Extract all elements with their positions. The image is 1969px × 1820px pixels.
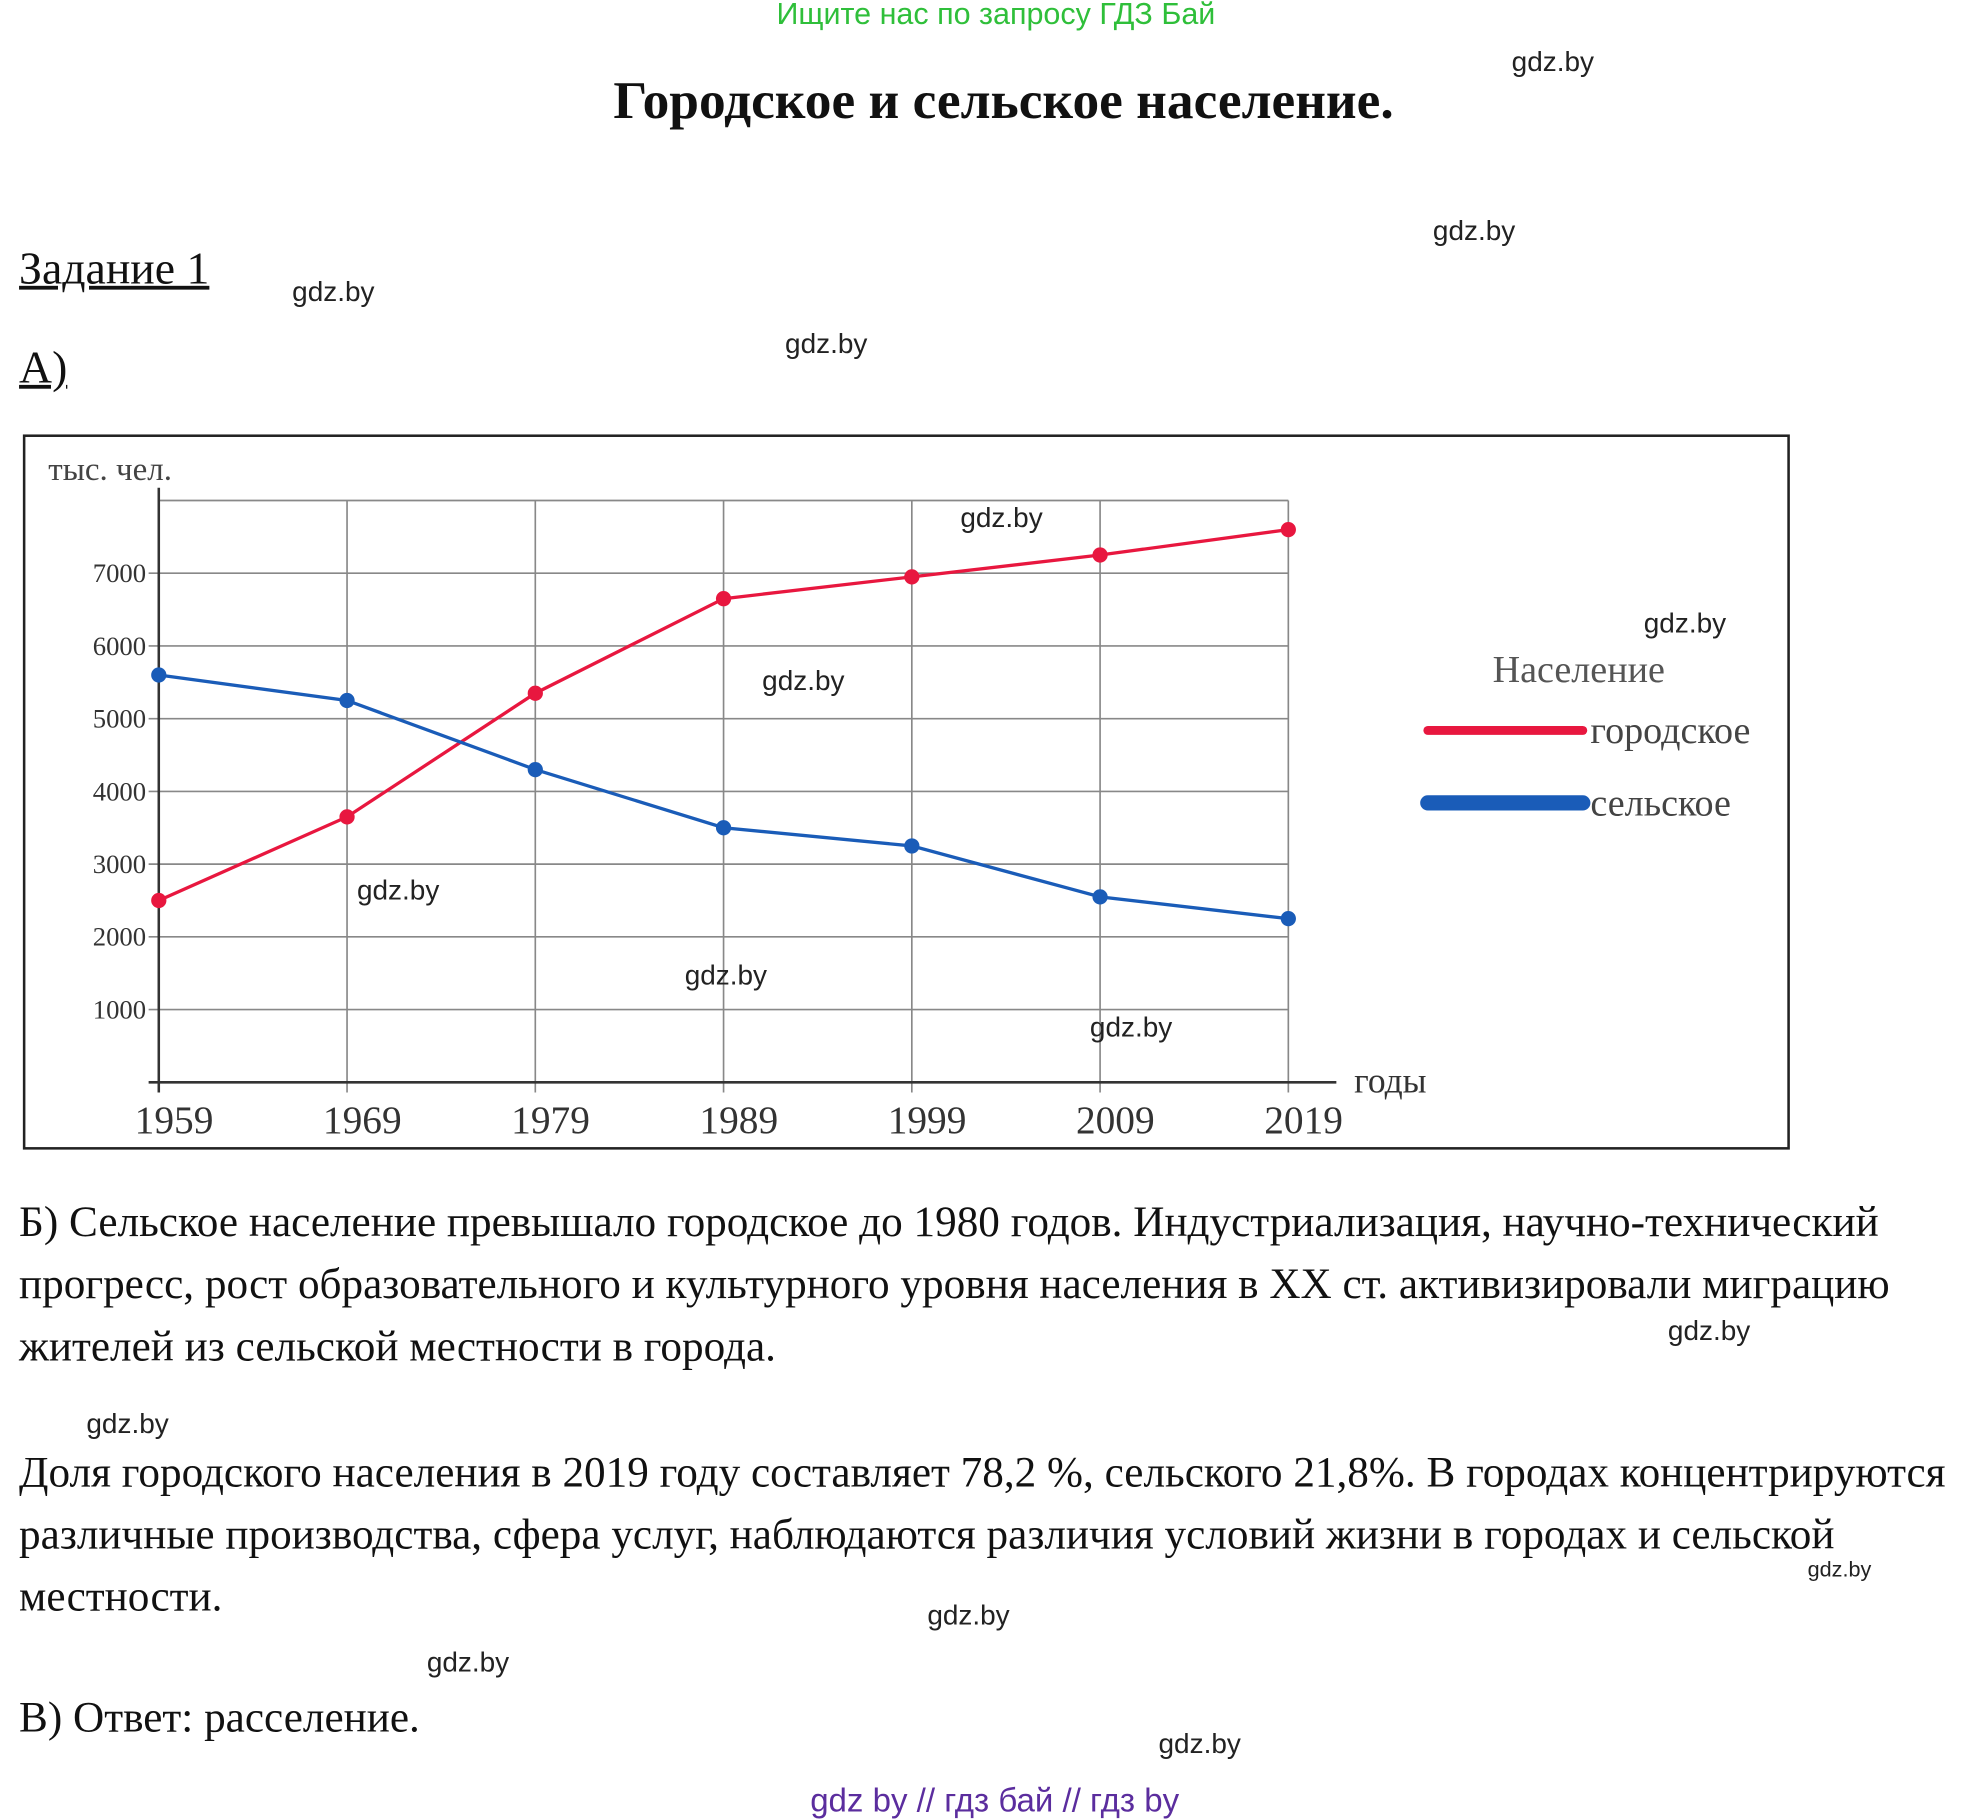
watermark: gdz.by [927,1599,1010,1632]
y-tick-label: 1000 [93,994,146,1024]
x-tick-label: 1989 [699,1098,778,1142]
data-point [904,838,920,854]
data-point [339,692,355,709]
data-point [715,820,732,836]
data-point [904,569,920,585]
y-tick-label: 6000 [93,631,146,661]
y-tick-label: 5000 [93,704,146,734]
watermark: gdz.by [960,501,1043,534]
chart: тыс. чел. 1000 2000 3000 4000 5000 6000 7000 195… [22,434,1790,1150]
y-tick-label: 3000 [93,849,146,879]
watermark: gdz.by [1667,1314,1751,1347]
y-tick-label: 4000 [93,776,146,806]
watermark: gdz.by [684,959,768,991]
watermark: gdz.by [1158,1727,1241,1760]
x-tick-label: 1979 [511,1098,590,1142]
paragraph: Б) Сельское население превышало городско… [19,1199,1890,1371]
watermark: gdz.by [1807,1557,1872,1582]
x-tick-label: 1959 [135,1098,214,1142]
y-tick-label: 2000 [93,922,146,952]
data-point [339,809,355,825]
y-tick-label: 7000 [93,558,146,588]
data-point [527,761,543,778]
data-point [1280,911,1296,927]
answer: В) Ответ: расселение. [19,1694,420,1742]
x-tick-label: 1999 [888,1098,967,1142]
data-point [527,685,543,701]
watermark: gdz.by [1511,45,1595,78]
watermark: gdz.by [762,664,845,697]
y-axis-label: тыс. чел. [48,452,172,488]
watermark: gdz.by [785,327,868,360]
legend-title: Население [1493,649,1665,691]
data-point [151,667,167,683]
data-point [151,892,167,909]
data-point [1280,521,1296,538]
watermark: gdz.by [292,275,375,308]
watermark: gdz.by [356,873,440,906]
title: Городское и сельское население. [613,72,1394,131]
watermark: gdz.by [1432,214,1516,247]
task-heading: Задание 1 [19,242,210,294]
search-note: Ищите нас по запросу ГДЗ Бай [776,0,1216,32]
x-axis-label: годы [1354,1060,1427,1100]
part-label: А) [19,341,68,393]
x-tick-label: 2019 [1264,1098,1343,1142]
data-point [1092,547,1108,563]
x-tick-label: 1969 [323,1098,402,1142]
watermark: gdz.by [1089,1011,1173,1043]
data-point [715,591,732,607]
paragraph: Доля городского населения в 2019 году со… [19,1449,1946,1621]
x-tick-label: 2009 [1076,1098,1155,1142]
legend-label: городское [1590,710,1750,752]
legend-label: сельское [1590,783,1731,825]
watermark: gdz.by [86,1407,169,1440]
watermark: gdz.by [426,1646,510,1679]
footer[interactable]: gdz by // гдз бай // гдз by [810,1780,1180,1820]
data-point [1092,889,1108,905]
watermark: gdz.by [1643,607,1727,639]
